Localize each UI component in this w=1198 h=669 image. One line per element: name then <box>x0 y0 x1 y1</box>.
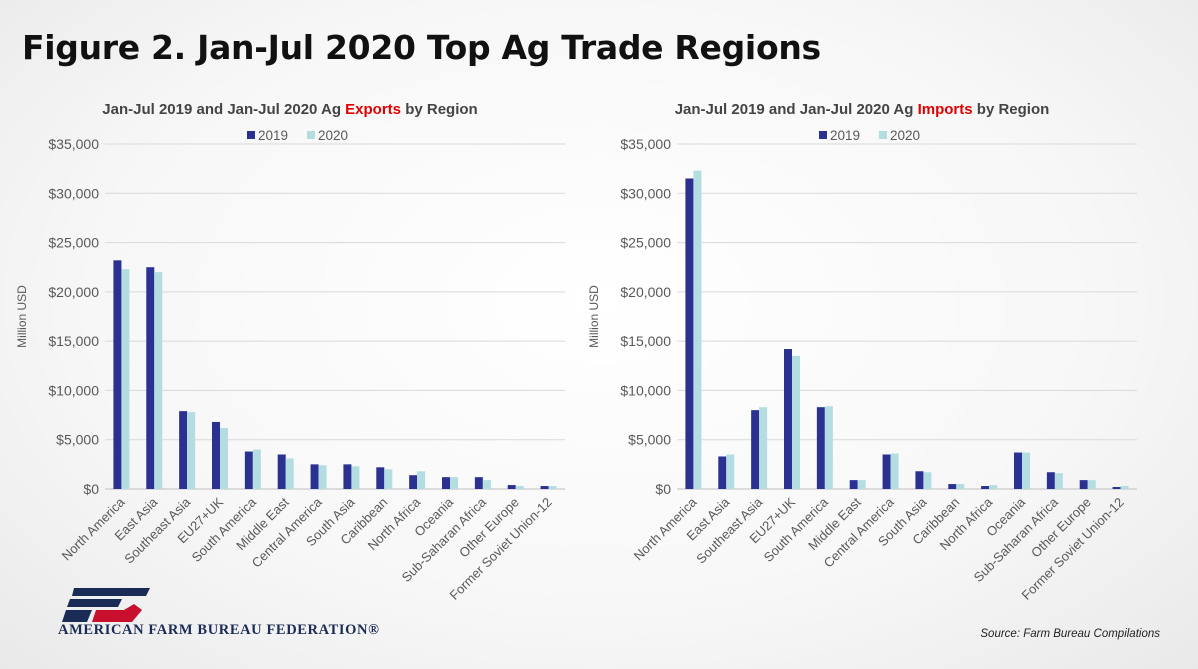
bar-2020 <box>417 471 426 489</box>
figure-title: Figure 2. Jan-Jul 2020 Top Ag Trade Regi… <box>22 28 821 67</box>
y-tick-label: $30,000 <box>48 185 99 201</box>
source-note: Source: Farm Bureau Compilations <box>980 628 1160 640</box>
legend-swatch-2020 <box>879 131 887 139</box>
bar-2019 <box>343 464 352 489</box>
imports-title-highlight: Imports <box>917 101 973 118</box>
exports-title-highlight: Exports <box>345 101 402 118</box>
bar-2019 <box>244 451 253 489</box>
y-tick-label: $20,000 <box>48 284 99 300</box>
bar-2019 <box>507 485 516 489</box>
bar-2019 <box>310 464 319 489</box>
bar-2020 <box>956 484 965 489</box>
bar-2019 <box>277 454 286 489</box>
bar-2020 <box>384 469 393 489</box>
bar-2020 <box>857 480 866 489</box>
y-tick-label: $25,000 <box>620 235 671 251</box>
bar-2019 <box>948 484 957 489</box>
bar-2020 <box>482 480 491 489</box>
bar-2019 <box>718 456 727 489</box>
bar-2020 <box>187 412 196 489</box>
legend-swatch-2019 <box>819 131 827 139</box>
bar-2019 <box>409 475 418 489</box>
legend-swatch-2019 <box>247 131 255 139</box>
imports-title-after: by Region <box>972 101 1050 118</box>
bar-2019 <box>784 349 792 489</box>
bar-2019 <box>212 421 220 489</box>
bar-2020 <box>548 486 557 489</box>
y-axis-label: Million USD <box>15 285 29 348</box>
bar-2019 <box>751 410 760 489</box>
exports-title-before: Jan-Jul 2019 and Jan-Jul 2020 Ag <box>102 101 346 118</box>
bar-2020 <box>515 486 524 489</box>
bar-2019 <box>442 477 450 489</box>
bar-2019 <box>474 477 483 489</box>
imports-plot: $0 $5,000 $10,000 $15,000 $20,000 $25,000 $30,… <box>587 128 1137 603</box>
bar-2020 <box>1054 473 1063 489</box>
y-tick-label: $25,000 <box>48 235 99 251</box>
bar-2020 <box>989 485 998 489</box>
bar-2019 <box>882 454 891 489</box>
bar-2020 <box>824 406 833 489</box>
bar-2020 <box>154 272 163 489</box>
bar-2020 <box>890 453 899 489</box>
y-tick-label: $10,000 <box>48 382 99 398</box>
bar-2020 <box>220 427 228 489</box>
legend-label-2020: 2020 <box>318 128 348 143</box>
bar-2019 <box>849 480 858 489</box>
bar-2019 <box>1079 480 1088 489</box>
bar-2020 <box>1087 480 1096 489</box>
bar-2020 <box>693 170 702 489</box>
exports-chart: Jan-Jul 2019 and Jan-Jul 2020 Ag Exports… <box>10 95 570 615</box>
legend-label-2019: 2019 <box>258 128 288 143</box>
exports-chart-title: Jan-Jul 2019 and Jan-Jul 2020 Ag Exports… <box>10 101 570 118</box>
y-tick-label: $30,000 <box>620 185 671 201</box>
y-tick-label: $35,000 <box>48 136 99 152</box>
bar-2020 <box>923 472 932 489</box>
bar-2019 <box>113 260 122 489</box>
y-tick-label: $0 <box>655 481 671 497</box>
imports-chart-title: Jan-Jul 2019 and Jan-Jul 2020 Ag Imports… <box>582 101 1142 118</box>
bar-2020 <box>792 355 800 489</box>
bar-2020 <box>1120 486 1129 489</box>
bar-2019 <box>685 178 694 489</box>
bar-2020 <box>726 454 735 489</box>
bar-2020 <box>759 407 768 489</box>
imports-chart: Jan-Jul 2019 and Jan-Jul 2020 Ag Imports… <box>582 95 1142 615</box>
bar-2019 <box>1046 472 1055 489</box>
y-tick-label: $5,000 <box>628 432 671 448</box>
y-tick-label: $15,000 <box>48 333 99 349</box>
bar-2019 <box>981 486 990 489</box>
bar-2019 <box>179 411 188 489</box>
y-axis-label: Million USD <box>587 285 601 348</box>
bar-2020 <box>121 269 130 489</box>
bar-2020 <box>1022 452 1030 489</box>
bar-2019 <box>1014 452 1022 489</box>
exports-title-after: by Region <box>401 101 478 118</box>
bar-2019 <box>1112 487 1121 489</box>
bar-2019 <box>376 467 385 489</box>
y-tick-label: $10,000 <box>620 382 671 398</box>
bar-2019 <box>146 267 155 489</box>
legend-swatch-2020 <box>307 131 315 139</box>
y-tick-label: $35,000 <box>620 136 671 152</box>
bar-2019 <box>816 407 825 489</box>
organization-name: AMERICAN FARM BUREAU FEDERATION® <box>58 622 380 638</box>
exports-plot: $0 $5,000 $10,000 $15,000 $20,000 $25,000 $30,… <box>15 128 565 603</box>
bar-2020 <box>252 449 261 489</box>
legend-label-2019: 2019 <box>830 128 860 143</box>
y-tick-label: $20,000 <box>620 284 671 300</box>
farm-bureau-logo-icon <box>62 588 150 622</box>
y-tick-label: $0 <box>83 481 99 497</box>
afbf-logo: AMERICAN FARM BUREAU FEDERATION® <box>58 588 438 644</box>
bar-2019 <box>915 471 924 489</box>
y-tick-label: $15,000 <box>620 333 671 349</box>
legend-label-2020: 2020 <box>890 128 920 143</box>
bar-2020 <box>351 466 360 489</box>
bar-2020 <box>318 465 327 489</box>
imports-title-before: Jan-Jul 2019 and Jan-Jul 2020 Ag <box>674 101 918 118</box>
bar-2020 <box>285 458 294 489</box>
bar-2020 <box>450 477 458 489</box>
bar-2019 <box>540 486 549 489</box>
y-tick-label: $5,000 <box>56 432 99 448</box>
